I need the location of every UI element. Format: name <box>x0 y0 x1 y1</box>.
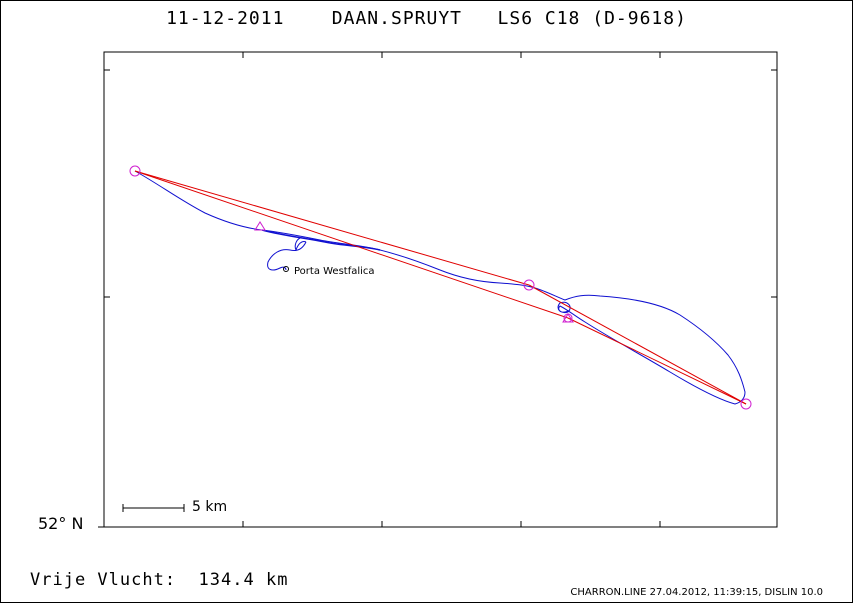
task-lines <box>134 170 747 405</box>
place-marker <box>283 266 289 272</box>
task-leg-1 <box>134 170 530 286</box>
task-leg-2 <box>134 170 569 319</box>
flight-track-loop <box>267 237 307 271</box>
pilot-name: DAAN.SPRUYT <box>331 8 463 29</box>
turnpoint-2 <box>740 398 752 410</box>
latitude-label: 52° N <box>38 514 84 533</box>
glider-id: LS6 C18 (D-9618) <box>497 8 687 29</box>
finish-triangle <box>562 313 574 323</box>
free-flight-label: Vrije Vlucht: <box>30 570 177 590</box>
scale-label: 5 km <box>192 499 228 515</box>
free-flight-distance: 134.4 km <box>198 570 289 590</box>
flight-track <box>134 170 746 405</box>
task-leg-4 <box>567 317 747 405</box>
turnpoint-1 <box>523 279 535 291</box>
turnpoint-start <box>129 165 141 177</box>
scale-bar <box>122 504 185 512</box>
flight-title: 11-12-2011 DAAN.SPRUYT LS6 C18 (D-9618) <box>0 8 853 29</box>
credits: CHARRON.LINE 27.04.2012, 11:39:15, DISLI… <box>570 587 823 598</box>
place-label: Porta Westfalica <box>294 266 375 277</box>
map-ticks <box>98 52 777 528</box>
task-leg-3 <box>528 284 747 405</box>
free-flight-summary: Vrije Vlucht: 134.4 km <box>30 570 288 590</box>
flight-track-start <box>261 229 381 251</box>
flight-date: 11-12-2011 <box>166 8 285 29</box>
turnpoints <box>129 165 752 410</box>
start-triangle <box>254 221 266 231</box>
map-border <box>103 51 778 528</box>
